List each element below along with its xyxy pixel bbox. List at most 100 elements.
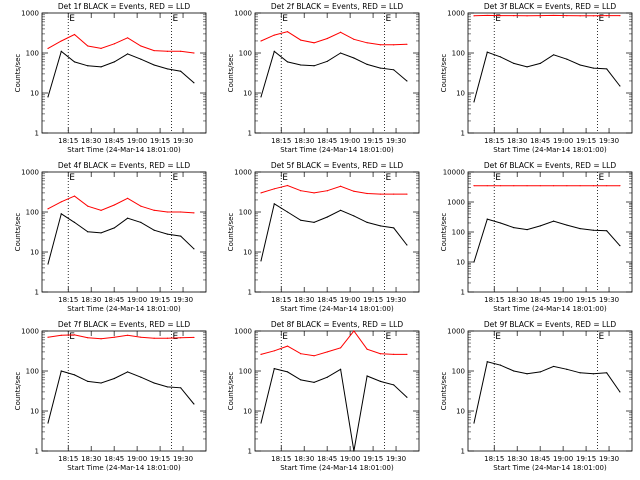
lld-data-point: [47, 336, 49, 338]
x-axis-label: Start Time (24-Mar-14 18:01:00): [493, 146, 607, 154]
lld-data-point: [326, 190, 328, 192]
events-data-point: [486, 361, 488, 363]
lld-data-point: [499, 15, 502, 17]
events-data-point: [47, 422, 49, 424]
x-tick-label: 18:45: [104, 296, 124, 304]
events-data-point: [606, 230, 608, 232]
y-tick-label: 10: [243, 408, 252, 416]
lld-data-point: [353, 190, 355, 192]
events-data-point: [606, 68, 608, 70]
events-data-point: [513, 227, 515, 229]
events-data-point: [619, 85, 621, 87]
event-marker-label: E: [69, 173, 75, 183]
x-tick-label: 19:30: [599, 455, 619, 463]
lld-data-point: [539, 15, 541, 17]
x-tick-label: 18:15: [271, 455, 291, 463]
plot-frame: [41, 171, 207, 293]
events-series-line: [473, 361, 621, 424]
x-tick-label: 19:00: [553, 137, 573, 145]
events-data-point: [393, 227, 395, 229]
events-data-point: [406, 80, 408, 82]
x-tick-label: 19:00: [340, 137, 360, 145]
events-data-point: [73, 374, 76, 376]
events-data-point: [539, 225, 541, 227]
lld-data-point: [379, 44, 381, 46]
x-tick-label: 19:00: [127, 296, 147, 304]
events-data-point: [473, 422, 475, 424]
lld-data-point: [592, 185, 594, 187]
plot-frame: [467, 12, 633, 134]
x-tick-label: 18:45: [104, 137, 124, 145]
events-data-point: [526, 66, 528, 68]
lld-data-point: [526, 15, 528, 17]
plot-frame: [254, 12, 420, 134]
lld-data-point: [87, 337, 89, 339]
events-series-line: [473, 218, 621, 263]
lld-data-point: [326, 351, 328, 353]
chart-panel-4: Det 4f BLACK = Events, RED = LLD 1 10 100 10…: [14, 161, 207, 313]
lld-data-point: [153, 209, 155, 211]
events-data-point: [379, 67, 381, 69]
lld-data-point: [73, 195, 76, 197]
events-data-point: [180, 235, 182, 237]
x-tick-label: 19:00: [553, 296, 573, 304]
x-tick-label: 18:45: [317, 455, 337, 463]
y-tick-label: 10: [30, 90, 39, 98]
lld-data-point: [513, 185, 515, 187]
y-tick-label: 10: [243, 90, 252, 98]
y-tick-label: 1: [461, 289, 465, 297]
x-tick-label: 18:30: [507, 137, 527, 145]
y-tick-label: 100: [452, 368, 465, 376]
events-data-point: [126, 371, 129, 373]
lld-data-point: [566, 185, 568, 187]
events-data-point: [313, 381, 315, 383]
chart-panel-7: Det 7f BLACK = Events, RED = LLD 1 10 100 10…: [14, 320, 207, 472]
events-data-point: [87, 380, 89, 382]
x-tick-label: 18:15: [271, 137, 291, 145]
x-tick-label: 19:30: [173, 296, 193, 304]
events-data-point: [539, 62, 541, 64]
lld-data-point: [286, 184, 289, 187]
lld-data-point: [87, 45, 89, 47]
events-series-line: [47, 213, 195, 265]
lld-data-point: [313, 192, 315, 194]
events-data-point: [113, 377, 115, 380]
events-data-point: [499, 222, 502, 224]
lld-data-point: [87, 205, 89, 207]
chart-title: Det 2f BLACK = Events, RED = LLD: [271, 2, 404, 11]
chart-panel-9: Det 9f BLACK = Events, RED = LLD 1 10 100 10…: [440, 320, 633, 472]
events-data-point: [313, 65, 315, 67]
events-data-point: [73, 61, 76, 63]
y-tick-label: 1000: [21, 328, 39, 336]
y-axis-label: Counts/sec: [14, 372, 22, 411]
chart-panel-8: Det 8f BLACK = Events, RED = LLD 1 10 100 10…: [227, 320, 420, 472]
y-tick-label: 1: [248, 289, 252, 297]
x-tick-label: 19:15: [363, 296, 383, 304]
lld-data-point: [313, 42, 315, 44]
lld-data-point: [113, 204, 115, 206]
events-data-point: [313, 221, 315, 223]
x-tick-label: 18:30: [507, 455, 527, 463]
lld-data-point: [393, 353, 395, 356]
y-tick-label: 1: [35, 130, 39, 138]
events-data-point: [126, 217, 129, 219]
events-data-point: [140, 58, 142, 60]
event-marker-label: E: [495, 173, 501, 183]
x-tick-label: 19:30: [173, 455, 193, 463]
y-tick-label: 1000: [234, 169, 252, 177]
events-data-point: [619, 245, 621, 247]
x-tick-label: 18:30: [294, 137, 314, 145]
y-tick-label: 100: [452, 229, 465, 237]
events-data-point: [566, 368, 568, 370]
x-axis-label: Start Time (24-Mar-14 18:01:00): [67, 305, 181, 313]
events-data-point: [406, 396, 408, 398]
lld-data-point: [193, 212, 195, 214]
chart-title: Det 5f BLACK = Events, RED = LLD: [271, 161, 404, 170]
lld-data-point: [353, 38, 355, 40]
y-tick-label: 100: [26, 50, 39, 58]
lld-series-line: [47, 334, 194, 340]
event-marker-label: E: [173, 332, 179, 342]
events-series-line: [47, 50, 195, 98]
events-data-point: [539, 371, 541, 373]
